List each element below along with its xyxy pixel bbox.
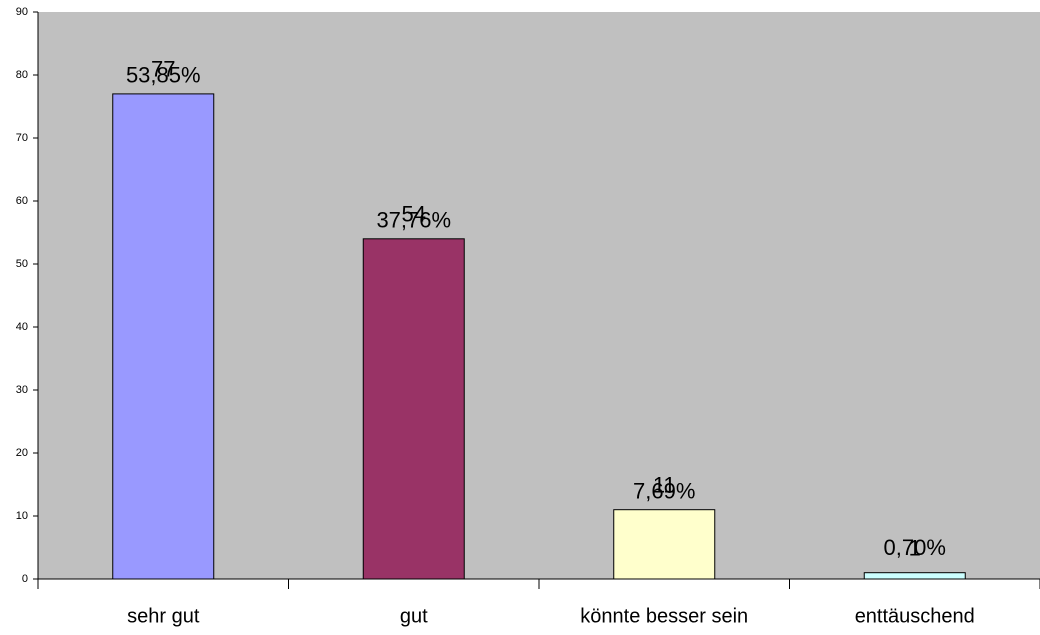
percent-label: 0,70% xyxy=(884,535,946,560)
y-tick-label: 50 xyxy=(16,258,28,270)
y-tick-label: 90 xyxy=(16,6,28,18)
y-tick-label: 40 xyxy=(16,321,28,333)
y-tick-label: 0 xyxy=(22,573,28,585)
percent-label: 7,69% xyxy=(633,479,695,504)
y-tick-label: 20 xyxy=(16,447,28,459)
y-tick-label: 70 xyxy=(16,132,28,144)
y-tick-label: 60 xyxy=(16,195,28,207)
value-label: 11 xyxy=(653,473,676,498)
bar xyxy=(863,572,966,580)
x-tick-label: könnte besser sein xyxy=(580,605,748,627)
bar xyxy=(112,93,215,580)
percent-label: 53,85% xyxy=(126,63,201,88)
y-tick-label: 80 xyxy=(16,69,28,81)
y-tick-label: 30 xyxy=(16,384,28,396)
value-label: 1 xyxy=(909,536,921,561)
value-label: 54 xyxy=(402,202,426,227)
x-tick-label: gut xyxy=(400,605,428,627)
y-tick-label: 10 xyxy=(16,510,28,522)
bar xyxy=(362,238,465,580)
value-label: 77 xyxy=(151,57,175,82)
bar xyxy=(613,509,716,580)
x-tick-label: sehr gut xyxy=(127,605,200,627)
x-tick-label: enttäuschend xyxy=(855,605,975,627)
percent-label: 37,76% xyxy=(376,208,451,233)
